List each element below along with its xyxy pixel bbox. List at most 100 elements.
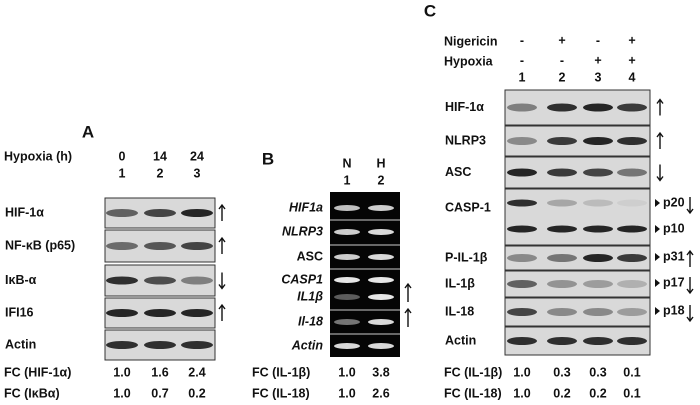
- band: [144, 341, 176, 349]
- band: [547, 199, 577, 207]
- band: [144, 242, 176, 250]
- band: [583, 137, 613, 145]
- row-label: Actin: [291, 338, 324, 352]
- row-label: Actin: [445, 333, 476, 347]
- lane-number: 1: [344, 173, 351, 187]
- band: [617, 280, 647, 288]
- fc-label: FC (IL-18): [444, 386, 502, 400]
- lane-number: 1: [119, 166, 126, 180]
- blot-strip: [504, 297, 651, 327]
- fc-value: 1.0: [113, 365, 130, 379]
- size-marker: p20: [663, 195, 685, 209]
- fc-value: 2.6: [372, 386, 389, 400]
- band: [583, 199, 613, 207]
- trend-arrow: [404, 307, 412, 327]
- band: [334, 319, 360, 325]
- band: [334, 229, 360, 235]
- band: [181, 341, 213, 349]
- band: [583, 225, 613, 233]
- band: [181, 242, 213, 250]
- marker-pointer: [655, 225, 660, 233]
- trend-arrow: [218, 272, 226, 290]
- band: [617, 168, 647, 177]
- band: [368, 229, 394, 235]
- marker-pointer: [655, 307, 660, 315]
- condition: 14: [153, 149, 167, 163]
- row-label: HIF1a: [289, 200, 323, 214]
- trend-arrow: [686, 277, 694, 295]
- band: [507, 168, 537, 177]
- row-label: IL-18: [445, 304, 474, 318]
- band: [617, 254, 647, 262]
- header-label: Hypoxia (h): [4, 149, 72, 163]
- fc-label: FC (IL-1β): [444, 365, 502, 379]
- row-label: NLRP3: [282, 224, 323, 238]
- row-label: CASP1: [281, 272, 323, 286]
- row-label: NF-κB (p65): [5, 238, 75, 252]
- band: [507, 225, 537, 233]
- band: [617, 199, 647, 207]
- band: [507, 137, 537, 145]
- row-label: HIF-1α: [445, 100, 484, 114]
- band: [507, 308, 537, 316]
- band: [368, 254, 394, 260]
- band: [144, 309, 176, 317]
- size-marker: p18: [663, 303, 685, 317]
- band: [507, 103, 537, 112]
- treatment-sign: +: [628, 33, 635, 47]
- band: [617, 137, 647, 145]
- band: [368, 205, 394, 211]
- size-marker: p10: [663, 221, 685, 235]
- fc-label: FC (HIF-1α): [4, 365, 71, 379]
- band: [617, 225, 647, 233]
- fc-value: 0.2: [188, 386, 205, 400]
- band: [583, 103, 613, 112]
- band: [334, 205, 360, 211]
- band: [368, 319, 394, 325]
- condition: N: [342, 156, 351, 170]
- band: [144, 209, 176, 217]
- fc-label: FC (IL-1β): [252, 365, 310, 379]
- band: [181, 209, 213, 217]
- row-label: ASC: [297, 249, 323, 263]
- lane-number: 4: [629, 70, 636, 84]
- row-label: Actin: [5, 337, 36, 351]
- fc-value: 0.1: [623, 386, 640, 400]
- fc-label: FC (IκBα): [4, 386, 60, 400]
- lane-number: 2: [378, 173, 385, 187]
- row-label: NLRP3: [445, 133, 486, 147]
- blot-strip: [504, 188, 651, 246]
- row-label: IκB-α: [5, 273, 37, 287]
- fc-value: 1.0: [513, 365, 530, 379]
- trend-arrow: [404, 282, 412, 302]
- fc-value: 2.4: [188, 365, 205, 379]
- band: [547, 168, 577, 177]
- treatment-sign: -: [520, 33, 524, 47]
- marker-pointer: [655, 199, 660, 207]
- trend-arrow: [218, 203, 226, 221]
- panel-label: C: [424, 1, 436, 20]
- row-label: IL1β: [297, 289, 323, 303]
- band: [583, 337, 613, 345]
- band: [181, 309, 213, 317]
- lane-number: 3: [194, 166, 201, 180]
- lane-number: 3: [595, 70, 602, 84]
- panel-label: B: [262, 149, 274, 168]
- fc-value: 0.1: [623, 365, 640, 379]
- band: [583, 254, 613, 262]
- band: [507, 280, 537, 288]
- band: [106, 209, 138, 217]
- marker-pointer: [655, 253, 660, 261]
- condition: 0: [119, 149, 126, 163]
- gel: [330, 192, 400, 357]
- size-marker: p17: [663, 275, 685, 289]
- trend-arrow: [218, 303, 226, 321]
- treatment-sign: -: [596, 33, 600, 47]
- trend-arrow: [218, 236, 226, 254]
- band: [368, 277, 394, 283]
- band: [547, 337, 577, 345]
- band: [144, 276, 176, 285]
- trend-arrow: [656, 98, 664, 116]
- condition: 24: [190, 149, 204, 163]
- band: [507, 199, 537, 207]
